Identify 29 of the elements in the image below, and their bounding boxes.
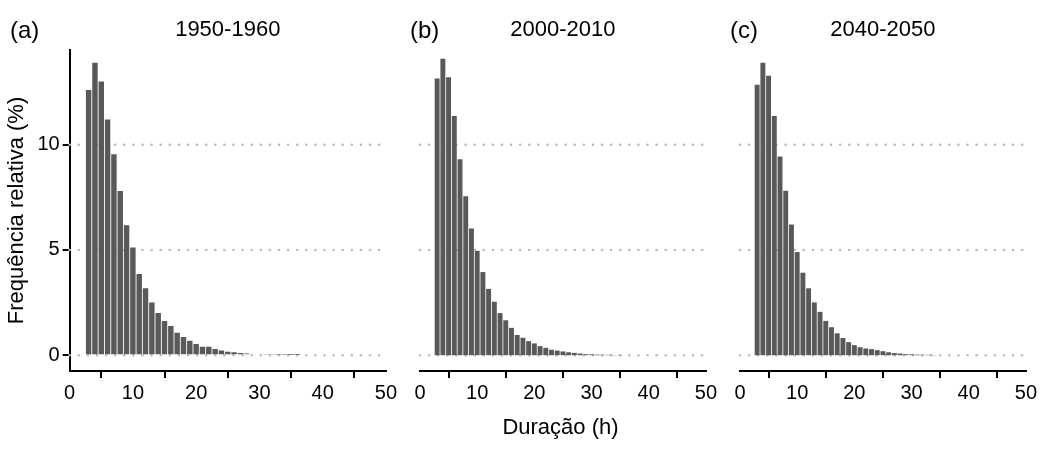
x-tick-label: 0 bbox=[64, 380, 76, 403]
x-tick-label: 20 bbox=[523, 380, 546, 403]
x-tick-label: 10 bbox=[121, 380, 145, 403]
text: (c) bbox=[730, 16, 758, 43]
text: (a) bbox=[10, 16, 40, 43]
x-tick-label: 10 bbox=[786, 380, 809, 403]
chart-title: 2000-2010 bbox=[510, 16, 616, 41]
x-tick-label: 50 bbox=[1014, 380, 1037, 403]
y-tick-label: 5 bbox=[48, 237, 60, 260]
y-tick-label: 0 bbox=[48, 342, 60, 365]
x-tick-label: 30 bbox=[900, 380, 923, 403]
x-tick-label: 20 bbox=[185, 380, 208, 403]
x-axis-title: Duração (h) bbox=[501, 413, 620, 441]
x-tick-label: 0 bbox=[734, 380, 746, 403]
x-tick-label: 30 bbox=[248, 380, 271, 403]
text: (b) bbox=[410, 16, 440, 43]
x-tick-label: 40 bbox=[311, 380, 334, 403]
x-tick-label: 50 bbox=[374, 380, 397, 403]
chart-title: 1950-1960 bbox=[175, 16, 281, 41]
x-tick-label: 50 bbox=[694, 380, 717, 403]
x-tick-label: 0 bbox=[414, 380, 426, 403]
y-axis-title: Frequência relativa (%) bbox=[3, 96, 29, 325]
x-tick-label: 40 bbox=[957, 380, 980, 403]
chart-title: 2040-2050 bbox=[830, 16, 936, 41]
x-tick-label: 10 bbox=[466, 380, 489, 403]
x-tick-label: 20 bbox=[843, 380, 866, 403]
x-tick-label: 30 bbox=[580, 380, 603, 403]
y-tick-label: 10 bbox=[37, 132, 60, 155]
x-tick-label: 40 bbox=[637, 380, 660, 403]
